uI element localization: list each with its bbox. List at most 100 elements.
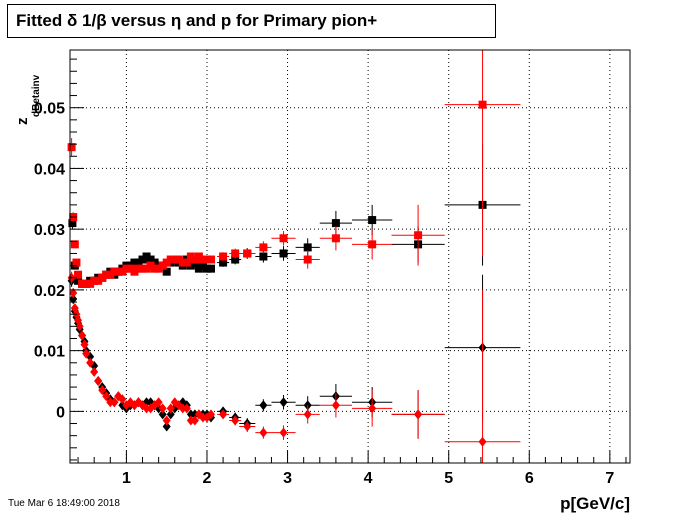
data-point	[207, 264, 216, 273]
data-point	[166, 403, 175, 414]
data-point	[138, 264, 147, 273]
data-point	[69, 287, 78, 298]
data-point	[67, 143, 76, 152]
data-point	[130, 258, 139, 267]
plot-frame	[69, 49, 631, 464]
data-point	[202, 264, 211, 273]
data-point	[158, 409, 167, 420]
data-point	[478, 100, 487, 109]
data-point	[146, 261, 155, 270]
data-point	[130, 267, 139, 276]
title-box: Fitted δ 1/β versus η and p for Primary …	[7, 4, 496, 38]
data-point	[182, 403, 191, 414]
data-point	[259, 252, 268, 261]
data-point	[259, 243, 268, 252]
data-point	[142, 264, 151, 273]
data-point	[74, 270, 83, 279]
data-point	[126, 264, 135, 273]
data-point	[142, 403, 151, 414]
data-point	[194, 252, 203, 261]
data-point	[231, 415, 240, 426]
data-point	[368, 240, 377, 249]
data-point	[138, 255, 147, 264]
data-point	[170, 255, 179, 264]
chart-title: Fitted δ 1/β versus η and p for Primary …	[16, 11, 378, 30]
data-point	[303, 409, 312, 420]
y-tick-label: 0	[56, 404, 65, 421]
data-point	[414, 231, 423, 240]
x-tick-label: 7	[605, 470, 614, 487]
data-point	[368, 403, 377, 414]
data-point	[279, 397, 288, 408]
data-point	[82, 348, 91, 359]
data-point	[331, 234, 340, 243]
data-point	[142, 252, 151, 261]
data-point	[154, 264, 163, 273]
data-point	[102, 391, 111, 402]
y-axis-label-main: z	[14, 118, 31, 126]
data-point	[174, 255, 183, 264]
data-point	[110, 267, 119, 276]
data-point	[182, 258, 191, 267]
data-point	[178, 403, 187, 414]
data-point	[243, 421, 252, 432]
data-point	[158, 261, 167, 270]
data-point	[80, 339, 89, 350]
data-point	[186, 261, 195, 270]
data-point	[134, 258, 143, 267]
data-point	[162, 415, 171, 426]
data-point	[162, 258, 171, 267]
footer-timestamp: Tue Mar 6 18:49:00 2018	[8, 498, 120, 509]
data-point	[478, 436, 487, 447]
data-point	[190, 409, 199, 420]
data-point	[72, 258, 81, 267]
series-3	[67, 271, 521, 463]
y-tick-label: 0.05	[34, 101, 65, 118]
data-point	[178, 258, 187, 267]
data-point	[207, 255, 216, 264]
data-point	[186, 409, 195, 420]
data-point	[331, 219, 340, 228]
data-point	[162, 421, 171, 432]
data-point	[94, 276, 103, 285]
y-axis-label-subscript: dBetainv	[31, 74, 42, 117]
data-point	[186, 252, 195, 261]
x-tick-label: 5	[444, 470, 453, 487]
grid-lines	[70, 50, 630, 463]
data-point	[70, 240, 79, 249]
data-point	[158, 403, 167, 414]
data-point	[331, 400, 340, 411]
data-point	[198, 261, 207, 270]
data-point	[118, 267, 127, 276]
data-point	[303, 255, 312, 264]
x-tick-label: 4	[364, 470, 373, 487]
data-point	[259, 400, 268, 411]
data-point	[102, 270, 111, 279]
data-point	[98, 385, 107, 396]
data-point	[279, 234, 288, 243]
data-point	[150, 264, 159, 273]
data-point	[78, 279, 87, 288]
data-point	[259, 427, 268, 438]
x-tick-label: 6	[525, 470, 534, 487]
data-point	[122, 264, 131, 273]
data-point	[86, 279, 95, 288]
y-tick-label: 0.02	[34, 283, 65, 300]
data-point	[190, 415, 199, 426]
data-point	[207, 409, 216, 420]
x-tick-label: 1	[122, 470, 131, 487]
data-point	[69, 294, 78, 305]
data-point	[198, 255, 207, 264]
data-point	[110, 397, 119, 408]
data-point	[231, 255, 240, 264]
data-point	[134, 264, 143, 273]
data-point	[90, 366, 99, 377]
data-point	[198, 412, 207, 423]
y-tick-label: 0.03	[34, 222, 65, 239]
data-point	[231, 249, 240, 258]
data-point	[194, 264, 203, 273]
data-point	[186, 415, 195, 426]
data-point	[90, 276, 99, 285]
axes: 1 2 3 4 5 6 7 0 0.01 0.02 0.03 0.04 0.05	[34, 58, 627, 487]
